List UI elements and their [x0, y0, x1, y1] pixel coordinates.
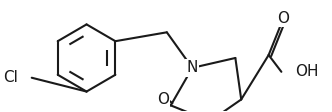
Text: Cl: Cl	[3, 70, 18, 85]
Text: OH: OH	[295, 64, 319, 79]
Text: O: O	[277, 11, 289, 26]
Text: N: N	[187, 60, 198, 75]
Text: O: O	[157, 92, 169, 107]
